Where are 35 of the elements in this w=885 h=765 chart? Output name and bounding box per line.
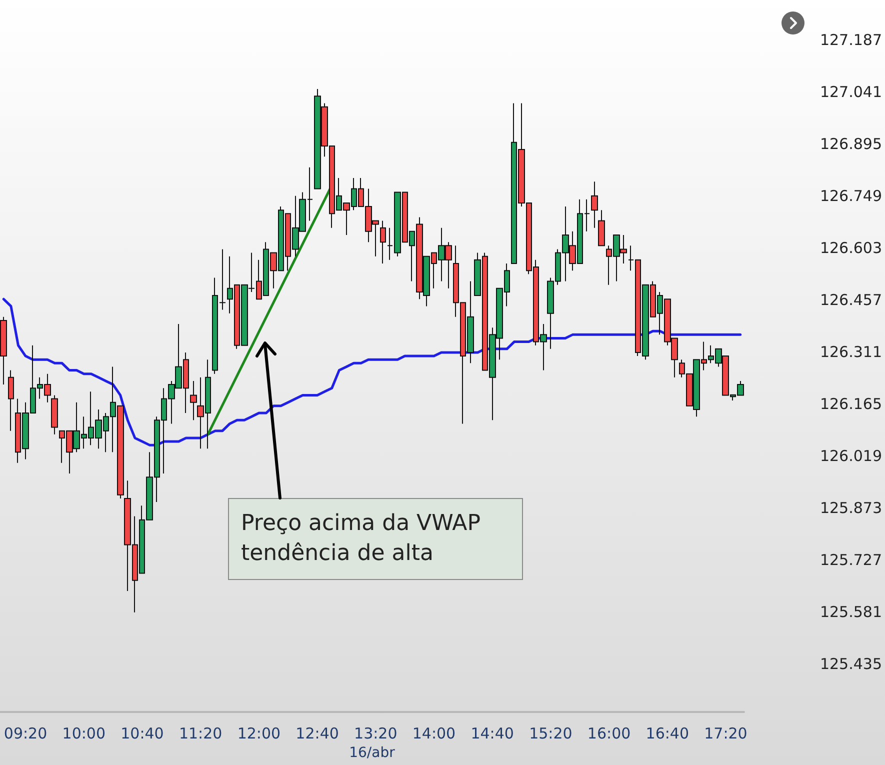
candlestick: [0, 316, 7, 386]
y-tick-label: 126.165: [820, 395, 882, 414]
y-tick-label: 126.019: [820, 447, 882, 466]
x-tick-label: 13:20: [354, 724, 398, 743]
candlestick: [380, 220, 386, 264]
x-tick-label: 12:40: [296, 724, 339, 743]
candlestick: [591, 181, 598, 228]
x-tick-label: 10:40: [120, 724, 164, 743]
y-tick-label: 127.041: [820, 83, 882, 102]
y-tick-label: 127.187: [820, 31, 882, 50]
y-tick-label: 126.457: [820, 291, 882, 310]
x-tick-label: 16:40: [646, 724, 690, 743]
y-tick-label: 126.603: [820, 239, 882, 258]
candlestick: [51, 394, 58, 435]
y-tick-label: 125.581: [820, 603, 882, 622]
x-tick-label: 17:20: [704, 724, 748, 743]
x-tick-label: 14:40: [470, 724, 514, 743]
x-tick-label: 10:00: [62, 724, 106, 743]
x-tick-label: 12:00: [237, 724, 281, 743]
y-tick-label: 126.311: [820, 343, 882, 362]
x-tick-label: 11:20: [178, 724, 222, 743]
candlestick: [598, 210, 605, 246]
y-tick-label: 126.749: [820, 187, 882, 206]
candlestick: [8, 370, 14, 432]
x-tick-label: 09:20: [4, 724, 48, 743]
x-tick-label: 16:00: [587, 724, 631, 743]
y-tick-label: 125.727: [820, 551, 882, 570]
y-tick-label: 125.435: [820, 655, 882, 674]
y-tick-label: 125.873: [820, 499, 882, 518]
annotation: Preço acima da VWAP tendência de alta: [228, 498, 523, 580]
x-tick-label: 15:20: [529, 724, 572, 743]
candlestick: [190, 380, 197, 421]
x-axis-title: 16/abr: [349, 745, 396, 761]
x-tick-label: 14:00: [412, 724, 456, 743]
y-tick-label: 126.895: [820, 135, 882, 154]
